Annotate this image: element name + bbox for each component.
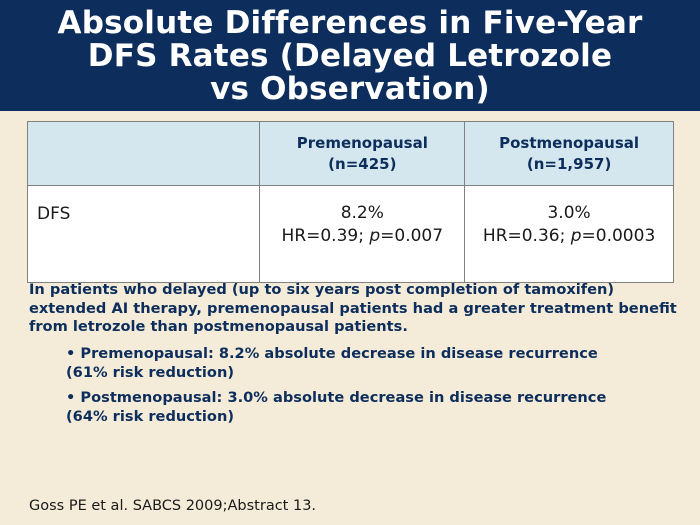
post-p-value: =0.0003 (581, 226, 656, 246)
slide-title: Absolute Differences in Five-Year DFS Ra… (0, 0, 700, 111)
post-dfs-value: 3.0% (547, 203, 591, 223)
header-postmenopausal-n: (n=1,957) (526, 154, 612, 173)
bullet-postmenopausal: • Postmenopausal: 3.0% absolute decrease… (66, 389, 626, 426)
pre-p-symbol: p (369, 226, 381, 246)
header-postmenopausal-label: Postmenopausal (499, 133, 640, 152)
post-p-symbol: p (570, 226, 582, 246)
citation: Goss PE et al. SABCS 2009;Abstract 13. (29, 498, 317, 514)
header-postmenopausal: Postmenopausal (n=1,957) (464, 121, 674, 186)
pre-hr-text: HR=0.39; (281, 226, 370, 246)
header-premenopausal-label: Premenopausal (296, 133, 428, 152)
header-empty-cell (26, 121, 261, 186)
table-header-row: Premenopausal (n=425) Postmenopausal (n=… (26, 121, 674, 186)
title-line-2: DFS Rates (Delayed Letrozole (87, 38, 613, 74)
bullet-premenopausal-line-1: • Premenopausal: 8.2% absolute decrease … (66, 345, 598, 362)
header-premenopausal-n: (n=425) (328, 154, 397, 173)
title-line-3: vs Observation) (210, 71, 490, 107)
bullet-premenopausal: • Premenopausal: 8.2% absolute decrease … (66, 345, 626, 382)
summary-text: In patients who delayed (up to six years… (29, 281, 677, 335)
pre-dfs-hr: HR=0.39; p=0.007 (260, 225, 464, 248)
pre-p-value: =0.007 (380, 226, 444, 246)
title-line-1: Absolute Differences in Five-Year (57, 5, 643, 41)
cell-premenopausal-dfs: 8.2% HR=0.39; p=0.007 (259, 185, 466, 283)
post-dfs-hr: HR=0.36; p=0.0003 (465, 225, 673, 248)
row-label-dfs: DFS (26, 185, 261, 283)
pre-dfs-value: 8.2% (340, 203, 384, 223)
table-row: DFS 8.2% HR=0.39; p=0.007 3.0% HR=0.36; … (26, 185, 674, 283)
cell-postmenopausal-dfs: 3.0% HR=0.36; p=0.0003 (464, 185, 674, 283)
bullet-premenopausal-line-2: (61% risk reduction) (66, 363, 234, 381)
bullet-postmenopausal-line-2: (64% risk reduction) (66, 407, 234, 425)
results-table: Premenopausal (n=425) Postmenopausal (n=… (26, 121, 674, 283)
post-hr-text: HR=0.36; (482, 226, 571, 246)
bullet-postmenopausal-line-1: • Postmenopausal: 3.0% absolute decrease… (66, 389, 607, 406)
header-premenopausal: Premenopausal (n=425) (259, 121, 466, 186)
